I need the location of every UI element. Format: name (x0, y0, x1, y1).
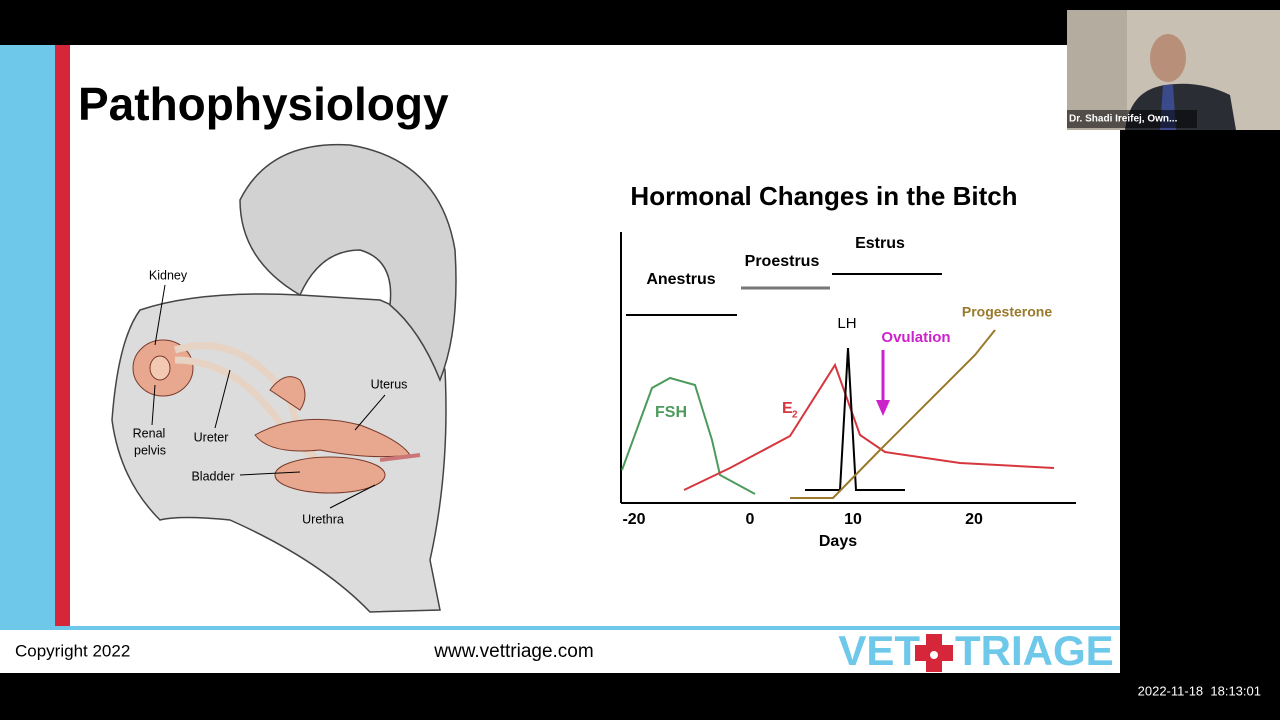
phase-label: Estrus (855, 235, 905, 252)
curve-label: 2 (792, 410, 798, 421)
x-tick-label: 20 (965, 511, 983, 528)
anatomy-label: Bladder (191, 469, 234, 483)
curve-label: LH (837, 315, 856, 332)
x-tick-label: 0 (746, 511, 755, 528)
blue-strip (0, 45, 55, 628)
progesterone-curve (790, 329, 996, 499)
lh-curve (805, 347, 905, 491)
curve-label: E (782, 400, 793, 417)
anatomy-label: Ureter (194, 430, 229, 444)
footer-line (0, 626, 1120, 630)
anatomy-label: Urethra (302, 512, 344, 526)
anatomy-label: Uterus (371, 377, 408, 391)
x-axis-label: Days (819, 533, 857, 550)
anatomy-label: Kidney (149, 268, 188, 282)
ovulation-arrowhead (876, 400, 890, 416)
axes (620, 232, 1076, 504)
e2-curve (683, 362, 1055, 491)
x-tick-label: 10 (844, 511, 862, 528)
red-strip (55, 45, 70, 628)
phase-label: Proestrus (745, 253, 820, 270)
anatomy-label: pelvis (134, 443, 166, 457)
chart-title: Hormonal Changes in the Bitch (630, 181, 1017, 211)
logo-cross (915, 634, 953, 672)
logo-text: VET (838, 627, 920, 674)
anatomy-label: Renal (133, 426, 166, 440)
timestamp: 2022-11-18 18:13:01 (1138, 683, 1261, 698)
slide-title: Pathophysiology (78, 78, 449, 130)
video-tile: Dr. Shadi Ireifej, Own... (1067, 10, 1280, 130)
website: www.vettriage.com (433, 641, 593, 662)
curve-label: Ovulation (881, 329, 950, 346)
participant-name: Dr. Shadi Ireifej, Own... (1069, 114, 1178, 125)
phase-label: Anestrus (646, 271, 715, 288)
logo-text: TRIAGE (955, 627, 1114, 674)
x-tick-label: -20 (622, 511, 645, 528)
copyright: Copyright 2022 (15, 641, 130, 660)
fsh-curve (621, 376, 756, 495)
curve-label: FSH (655, 404, 687, 421)
anatomy-illustration (111, 143, 457, 613)
curve-label: Progesterone (962, 304, 1052, 320)
